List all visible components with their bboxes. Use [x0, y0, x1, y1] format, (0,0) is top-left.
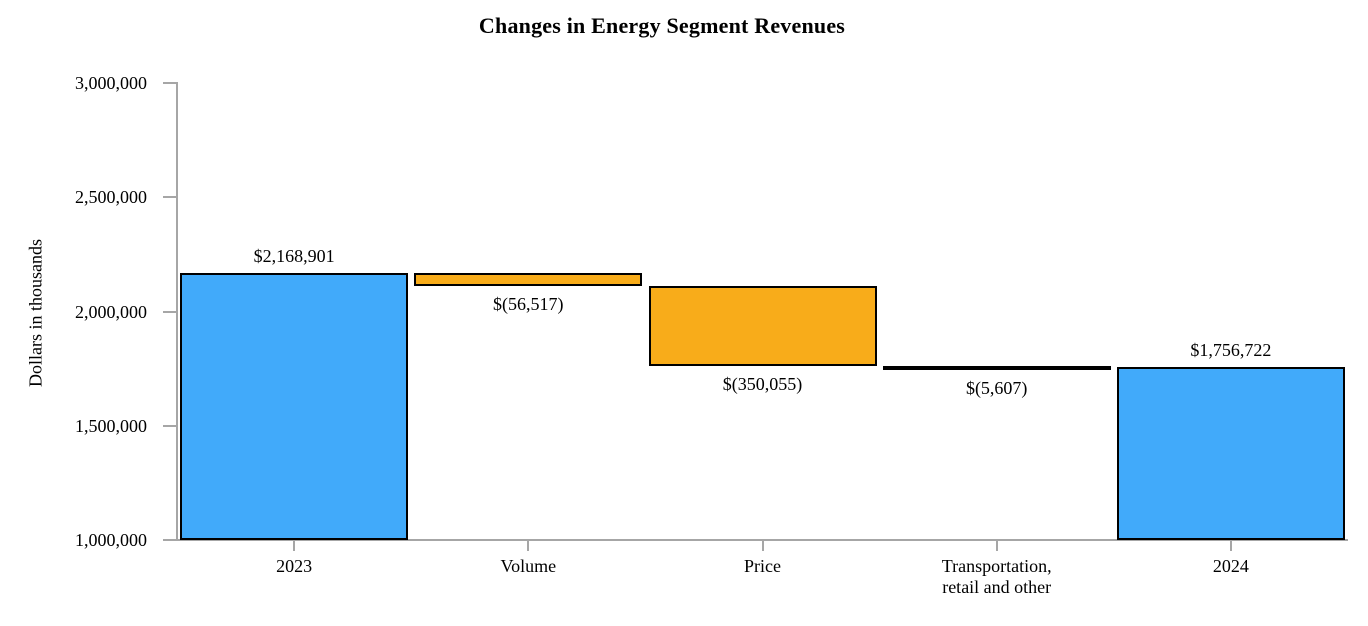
x-axis-tick: [293, 541, 296, 551]
value-label-price: $(350,055): [722, 373, 803, 394]
x-axis-tick: [761, 541, 764, 551]
y-tick-label: 1,000,000: [75, 530, 147, 550]
y-tick-label: 1,500,000: [75, 415, 147, 436]
x-axis-label-volume: Volume: [500, 556, 557, 576]
x-axis-label-transportation-retail-and-other: Transportation, retail and other: [941, 556, 1052, 597]
bar-volume: [414, 272, 643, 286]
x-axis-label-price: Price: [744, 556, 781, 576]
y-tick-label: 3,000,000: [75, 73, 147, 93]
x-axis-line: [163, 539, 1348, 541]
chart-title: Changes in Energy Segment Revenues: [478, 13, 846, 38]
y-tick-label: 2,000,000: [75, 301, 147, 322]
x-axis-label-2024: 2024: [1212, 556, 1249, 576]
bar-transportation-retail-and-other: [882, 365, 1111, 370]
y-axis-tick: [163, 196, 177, 199]
x-axis-tick: [995, 541, 998, 551]
y-axis-tick: [163, 82, 177, 84]
y-axis-tick: [163, 310, 177, 313]
value-label-2023: $2,168,901: [253, 245, 335, 266]
bar-price: [648, 285, 877, 366]
bar-2023: [180, 272, 409, 540]
x-axis-tick: [1229, 541, 1232, 551]
y-tick-label: 2,500,000: [75, 187, 147, 208]
value-label-volume: $(56,517): [493, 293, 564, 314]
y-axis-tick: [163, 539, 177, 541]
x-axis-label-2023: 2023: [276, 556, 313, 576]
value-label-transportation-retail-and-other: $(5,607): [965, 377, 1028, 398]
bar-2024: [1116, 367, 1345, 540]
y-axis-tick: [163, 424, 177, 427]
y-axis-line: [176, 82, 178, 541]
x-axis-tick: [527, 541, 530, 551]
value-label-2024: $1,756,722: [1190, 340, 1272, 361]
